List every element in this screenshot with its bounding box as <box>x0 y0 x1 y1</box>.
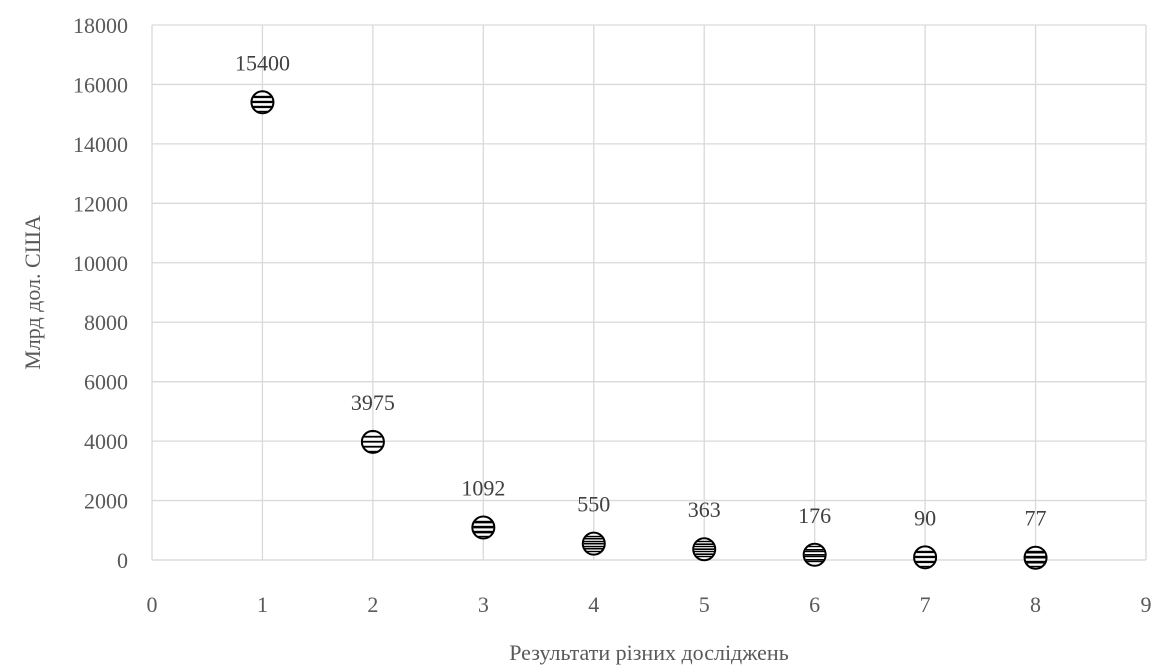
y-tick-label: 0 <box>117 548 128 573</box>
x-tick-label: 0 <box>147 592 158 617</box>
data-point <box>471 515 496 540</box>
y-tick-label: 16000 <box>73 72 128 97</box>
data-label: 15400 <box>235 50 290 75</box>
data-label: 550 <box>577 492 610 517</box>
data-point <box>360 429 385 454</box>
x-axis-title: Результати різних досліджень <box>509 640 789 665</box>
x-tick-label: 2 <box>367 592 378 617</box>
x-tick-label: 4 <box>588 592 599 617</box>
data-points <box>250 90 1048 570</box>
data-point <box>913 545 938 570</box>
data-point <box>802 542 827 567</box>
x-tick-label: 7 <box>920 592 931 617</box>
x-axis-ticks: 0 1 2 3 4 5 6 7 8 9 <box>147 592 1152 617</box>
y-tick-label: 8000 <box>84 310 128 335</box>
y-tick-label: 6000 <box>84 370 128 395</box>
x-tick-label: 1 <box>257 592 268 617</box>
x-tick-label: 5 <box>699 592 710 617</box>
y-tick-label: 10000 <box>73 251 128 276</box>
data-labels: 15400 3975 1092 550 363 176 90 77 <box>235 50 1047 530</box>
data-point <box>581 531 606 556</box>
data-point <box>692 537 717 562</box>
y-axis-title: Млрд дол. США <box>20 215 45 370</box>
x-tick-label: 6 <box>809 592 820 617</box>
y-tick-label: 14000 <box>73 132 128 157</box>
data-label: 363 <box>688 497 721 522</box>
x-tick-label: 9 <box>1141 592 1152 617</box>
y-tick-label: 4000 <box>84 429 128 454</box>
x-tick-label: 8 <box>1030 592 1041 617</box>
data-label: 1092 <box>461 476 505 501</box>
y-tick-label: 2000 <box>84 489 128 514</box>
gridlines <box>151 24 1147 561</box>
data-point <box>1023 545 1048 570</box>
y-axis-ticks: 0 2000 4000 6000 8000 10000 12000 14000 16000 180… <box>73 13 128 573</box>
data-label: 77 <box>1025 506 1047 531</box>
y-tick-label: 12000 <box>73 191 128 216</box>
data-label: 176 <box>798 503 831 528</box>
data-point <box>250 90 275 115</box>
data-label: 3975 <box>351 390 395 415</box>
x-tick-label: 3 <box>478 592 489 617</box>
y-tick-label: 18000 <box>73 13 128 38</box>
data-label: 90 <box>914 505 936 530</box>
